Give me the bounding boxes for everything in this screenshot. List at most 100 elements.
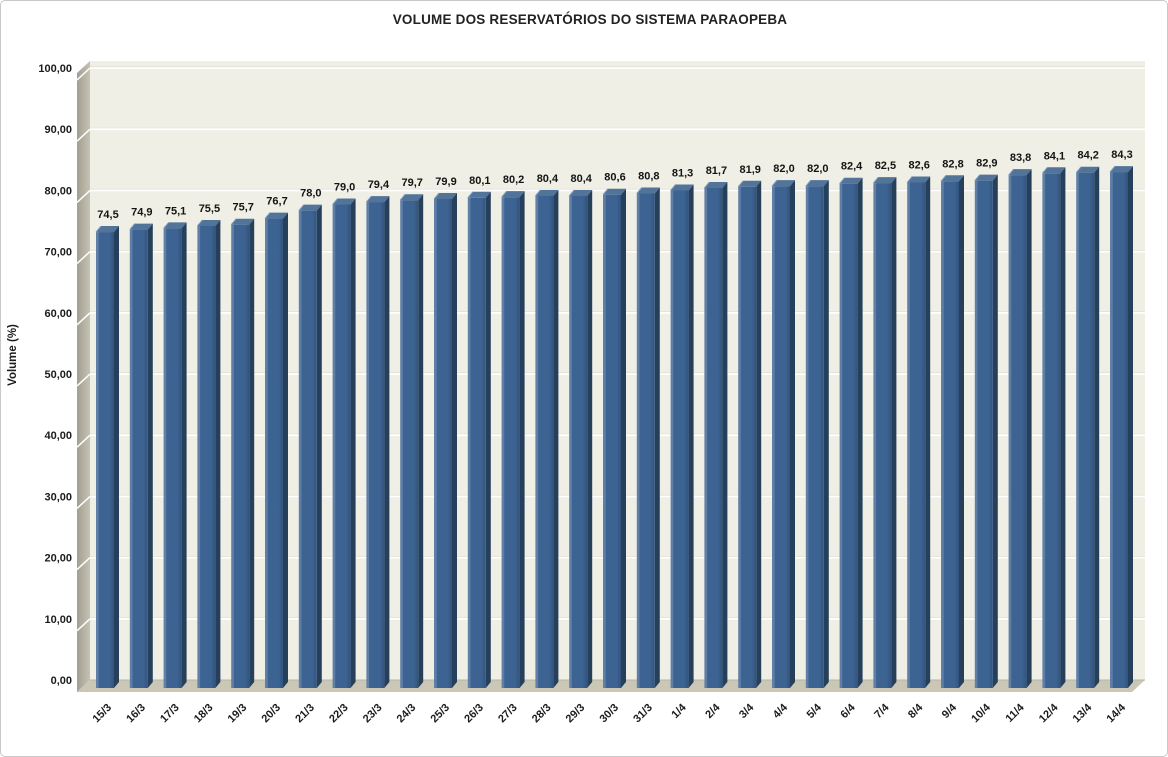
x-tick-label: 4/4 <box>771 701 791 721</box>
bar <box>873 183 892 688</box>
bar-top-face <box>197 219 221 226</box>
bar-value-label: 82,9 <box>976 158 997 170</box>
bar-value-label: 79,7 <box>401 177 422 189</box>
x-tick-label: 22/3 <box>327 702 351 726</box>
bar-top-face <box>231 218 255 225</box>
bar-top-face <box>873 177 897 184</box>
bar-top-edge <box>839 177 845 185</box>
bar-value-label: 81,3 <box>672 167 693 179</box>
bar-side-face <box>587 189 593 688</box>
bar-top-face <box>535 189 559 196</box>
bar <box>636 193 655 688</box>
bar-side-face <box>147 223 153 688</box>
bar-top-edge <box>197 219 203 227</box>
bar <box>163 228 182 688</box>
bar-top-face <box>1076 166 1100 173</box>
bar-side-face <box>384 196 390 688</box>
x-tick-label: 26/3 <box>462 702 486 726</box>
bar-top-face <box>501 191 525 198</box>
bar-side-face <box>621 188 626 688</box>
x-tick-label: 13/4 <box>1071 701 1095 725</box>
bar <box>974 180 993 689</box>
bar-side-face <box>823 180 829 688</box>
bar-side-face <box>114 226 119 688</box>
bar-top-edge <box>670 184 676 191</box>
wall-tick <box>76 251 91 265</box>
bar-top-face <box>129 223 153 230</box>
bar-value-label: 84,3 <box>1111 149 1132 161</box>
bar <box>772 186 790 688</box>
bar-side-face <box>283 212 288 688</box>
bar-value-label: 75,1 <box>165 205 186 217</box>
bar-top-face <box>636 187 660 194</box>
x-tick-label: 11/4 <box>1004 701 1028 725</box>
bar <box>1110 172 1128 689</box>
bar-value-label: 80,4 <box>570 173 592 185</box>
bar-side-face <box>1060 167 1066 689</box>
bar-top-edge <box>332 198 338 205</box>
bar-top-edge <box>1042 166 1048 174</box>
y-tick-label: 60,00 <box>44 308 72 320</box>
bar-value-label: 81,7 <box>706 165 727 177</box>
x-tick-label: 3/4 <box>737 701 757 721</box>
bar-top-face <box>839 177 863 184</box>
bar-value-label: 83,8 <box>1010 152 1031 164</box>
bar-side-face <box>350 198 356 688</box>
x-tick-label: 29/3 <box>564 702 588 726</box>
bar <box>839 183 858 688</box>
x-tick-label: 21/3 <box>293 702 317 726</box>
bar-side-face <box>925 176 931 688</box>
bar-top-edge <box>433 192 440 200</box>
x-tick-label: 31/3 <box>631 702 655 726</box>
bar <box>197 225 216 688</box>
bar-side-face <box>316 204 322 688</box>
bar-top-face <box>366 196 390 203</box>
bar-top-edge <box>1008 168 1014 176</box>
bar-top-face <box>1008 169 1032 176</box>
bar-value-label: 82,0 <box>807 163 828 175</box>
bar-side-face <box>485 191 491 688</box>
bar-top-edge <box>95 225 102 233</box>
bar-top-face <box>907 176 931 183</box>
wall-tick <box>76 495 91 509</box>
bar-side-face <box>790 180 795 688</box>
x-tick-label: 8/4 <box>906 701 926 721</box>
bar-top-face <box>670 184 694 191</box>
bar-top-edge <box>1109 165 1116 173</box>
y-axis-title: Volume (%) <box>7 324 19 386</box>
y-tick-label: 100,00 <box>38 63 72 75</box>
bar <box>129 229 148 688</box>
bar-top-face <box>332 198 356 205</box>
bar-top-edge <box>366 195 372 203</box>
bar <box>603 194 621 688</box>
x-tick-label: 6/4 <box>838 701 858 721</box>
bar-top-face <box>569 189 593 196</box>
chart-title: VOLUME DOS RESERVATÓRIOS DO SISTEMA PARA… <box>393 12 788 27</box>
bar-top-edge <box>940 174 947 182</box>
bar-top-face <box>704 181 728 188</box>
bar-side-face <box>992 174 998 689</box>
y-tick-label: 70,00 <box>44 247 72 259</box>
bar-side-face <box>553 189 559 688</box>
bar <box>941 181 959 688</box>
bar-top-edge <box>636 187 643 194</box>
bar <box>805 186 824 688</box>
bar-side-face <box>1094 166 1100 689</box>
bar <box>265 218 283 688</box>
bar-side-face <box>654 187 660 688</box>
bar-top-face <box>96 226 119 233</box>
x-tick-label: 5/4 <box>805 701 825 721</box>
bar <box>1008 175 1027 689</box>
bar-value-label: 82,0 <box>773 163 794 175</box>
bar-value-label: 80,2 <box>503 174 524 186</box>
x-tick-label: 20/3 <box>259 702 283 726</box>
bar-side-face <box>891 177 897 688</box>
bar-top-face <box>772 180 795 187</box>
bar-value-label: 80,1 <box>469 175 490 187</box>
y-tick-label: 10,00 <box>44 614 72 626</box>
bar-top-edge <box>906 176 913 183</box>
plot-area: 74,5 74,9 75,1 75,5 75,7 76,7 78,0 79,0 79,4 79,7… <box>38 61 1145 725</box>
wall-tick <box>76 373 91 387</box>
bar <box>400 200 419 688</box>
bar-top-edge <box>230 218 237 226</box>
